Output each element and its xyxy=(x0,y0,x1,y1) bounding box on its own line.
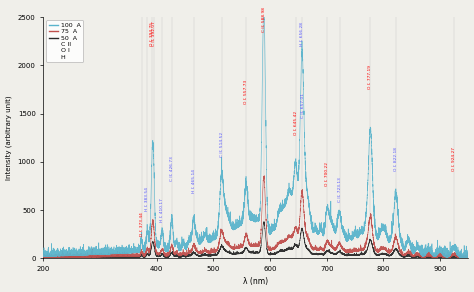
Legend: 100  A, 75  A, 50  A, C II, O I, H: 100 A, 75 A, 50 A, C II, O I, H xyxy=(46,20,83,62)
Text: C II; 723.13: C II; 723.13 xyxy=(338,178,342,202)
Text: H I; 410.17: H I; 410.17 xyxy=(160,198,164,222)
Text: H I; 656.28: H I; 656.28 xyxy=(300,22,304,46)
X-axis label: λ (nm): λ (nm) xyxy=(243,277,268,286)
Text: C II; 588.98: C II; 588.98 xyxy=(262,6,266,32)
Text: C II; 392.07: C II; 392.07 xyxy=(152,21,156,46)
Text: O I; 557.73: O I; 557.73 xyxy=(244,80,248,104)
Text: O I; 924.27: O I; 924.27 xyxy=(452,147,456,171)
Text: D I; 373.44: D I; 373.44 xyxy=(140,212,144,236)
Text: O I; 645.42: O I; 645.42 xyxy=(294,111,298,135)
Text: H I; 465.14: H I; 465.14 xyxy=(191,169,196,193)
Y-axis label: Intensity (arbitrary unit): Intensity (arbitrary unit) xyxy=(6,95,12,180)
Text: C II; 514.52: C II; 514.52 xyxy=(219,132,224,157)
Text: O I; 394.75: O I; 394.75 xyxy=(149,22,154,46)
Text: H I; 383.54: H I; 383.54 xyxy=(145,187,149,211)
Text: C II; 657.01: C II; 657.01 xyxy=(301,93,305,118)
Text: O I; 822.18: O I; 822.18 xyxy=(394,147,398,171)
Text: O I; 700.22: O I; 700.22 xyxy=(325,162,329,186)
Text: C II; 426.73: C II; 426.73 xyxy=(170,156,174,181)
Text: O I; 777.19: O I; 777.19 xyxy=(368,65,373,89)
